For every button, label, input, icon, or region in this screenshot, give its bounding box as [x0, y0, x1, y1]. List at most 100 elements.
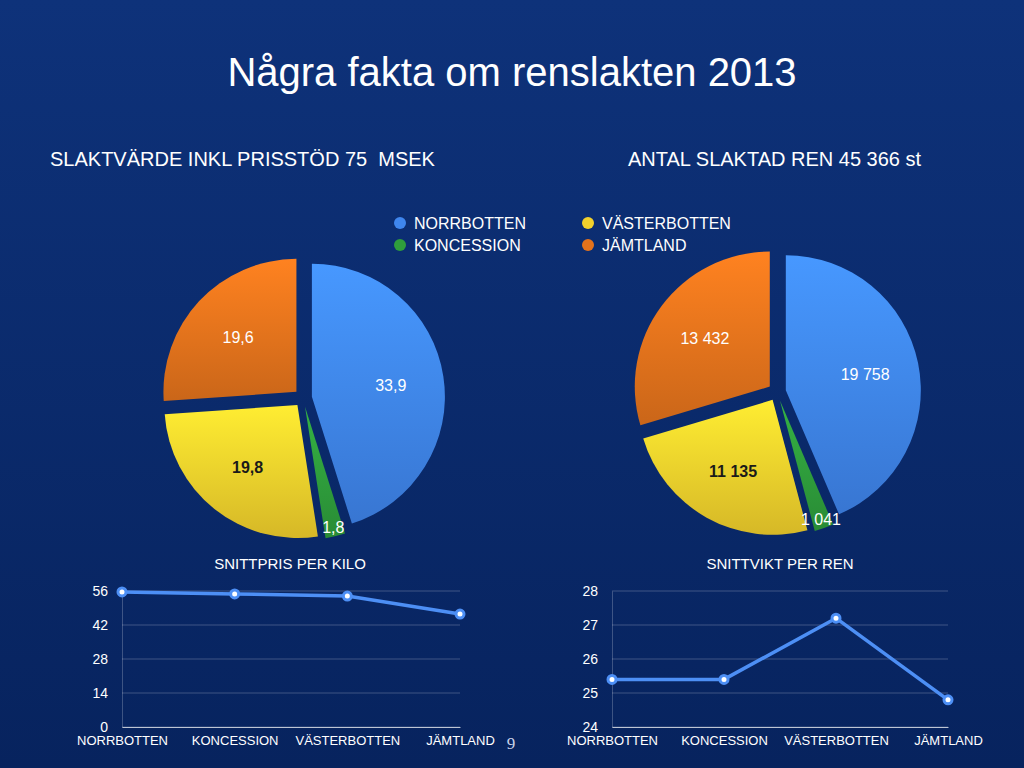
chart-title: SNITTVIKT PER REN — [706, 555, 853, 572]
pie-slice — [163, 259, 296, 401]
data-label: 19 758 — [841, 366, 890, 383]
grid-line — [612, 659, 948, 660]
legend-item: VÄSTERBOTTEN — [582, 215, 731, 232]
tick-label: 28 — [582, 583, 598, 599]
data-label: 1,8 — [322, 519, 344, 536]
tick: NORRBOTTEN — [567, 727, 658, 748]
tick: JÄMTLAND — [914, 727, 983, 748]
pie: 33,9 1,8 19,8 19,6 — [163, 259, 444, 538]
marker — [944, 696, 952, 704]
legend-item: JÄMTLAND — [582, 237, 686, 254]
title: Några fakta om renslakten 2013 — [227, 50, 796, 94]
data-label: 1 041 — [801, 511, 841, 528]
legend-item: NORRBOTTEN — [394, 215, 526, 232]
pie-slice — [635, 252, 770, 426]
data-labels: 33,9 1,8 19,8 19,6 — [223, 329, 407, 536]
tick-label: 28 — [92, 651, 108, 667]
x-axis: NORRBOTTEN KONCESSION VÄSTERBOTTEN JÄMTLAND — [77, 727, 495, 748]
tick: JÄMTLAND — [426, 727, 495, 748]
marker — [608, 675, 616, 683]
tick-label: 56 — [92, 583, 108, 599]
axis-line — [613, 727, 949, 728]
tick: 14 — [92, 685, 122, 701]
tick-label: VÄSTERBOTTEN — [295, 733, 400, 748]
x-axis: NORRBOTTEN KONCESSION VÄSTERBOTTEN JÄMTLAND — [567, 727, 983, 748]
slices — [163, 259, 444, 538]
marker — [832, 614, 840, 622]
tick-label: 42 — [92, 617, 108, 633]
tick: 28 — [582, 583, 612, 599]
grid-line — [612, 727, 948, 728]
grid-line — [612, 591, 948, 592]
tick-label: JÄMTLAND — [914, 733, 983, 748]
line — [612, 618, 948, 700]
tick-label: 26 — [582, 651, 598, 667]
tick-label: 27 — [582, 617, 598, 633]
grid-line — [122, 659, 460, 660]
tick-label: VÄSTERBOTTEN — [784, 733, 889, 748]
tick: VÄSTERBOTTEN — [295, 727, 400, 748]
tick-label: KONCESSION — [192, 733, 279, 748]
line-chart: 014284256NORRBOTTENKONCESSIONVÄSTERBOTTE… — [77, 583, 495, 748]
grid-line — [122, 727, 460, 728]
tick-label: NORRBOTTEN — [567, 733, 658, 748]
marker — [720, 675, 728, 683]
data-label: 33,9 — [375, 376, 406, 393]
grid — [122, 591, 460, 727]
tick: 27 — [582, 617, 612, 633]
grid-line — [612, 625, 948, 626]
plot-area — [118, 588, 464, 618]
marker — [118, 588, 126, 596]
tick: NORRBOTTEN — [77, 727, 168, 748]
slices — [635, 252, 921, 535]
y-axis: 014284256 — [92, 583, 122, 735]
line-chart: 2425262728NORRBOTTENKONCESSIONVÄSTERBOTT… — [567, 583, 983, 748]
legend-label: NORRBOTTEN — [414, 215, 526, 232]
tick-label: NORRBOTTEN — [77, 733, 168, 748]
grid — [612, 591, 948, 727]
legend-item: KONCESSION — [394, 237, 521, 254]
legend-swatch — [394, 217, 406, 229]
tick: KONCESSION — [192, 727, 279, 748]
data-labels: 19 758 1 041 11 135 13 432 — [680, 330, 889, 528]
background — [0, 0, 1024, 768]
data-label: 19,8 — [232, 459, 263, 476]
line — [122, 592, 460, 614]
axis-line — [612, 592, 613, 728]
legend-label: KONCESSION — [414, 237, 521, 254]
tick: VÄSTERBOTTEN — [784, 727, 889, 748]
legend-swatch — [582, 239, 594, 251]
y-axis: 2425262728 — [582, 583, 612, 735]
pie-slice — [312, 264, 445, 524]
legend-label: VÄSTERBOTTEN — [602, 215, 731, 232]
tick: 42 — [92, 617, 122, 633]
slide: Några fakta om renslakten 20139SLAKTVÄRD… — [0, 0, 1024, 768]
marker — [456, 610, 464, 618]
pie-slice — [643, 400, 807, 535]
tick-label: KONCESSION — [681, 733, 768, 748]
legend: NORRBOTTEN KONCESSION VÄSTERBOTTEN JÄMTLAND — [394, 215, 731, 254]
data-label: 11 135 — [709, 463, 757, 480]
tick-label: 14 — [92, 685, 108, 701]
axis-line — [122, 592, 123, 728]
tick: 25 — [582, 685, 612, 701]
data-label: 13 432 — [680, 330, 729, 347]
tick: KONCESSION — [681, 727, 768, 748]
axis-line — [123, 727, 461, 728]
grid-line — [122, 625, 460, 626]
pie: 19 758 1 041 11 135 13 432 — [635, 252, 921, 535]
legend-swatch — [394, 239, 406, 251]
marker — [231, 590, 239, 598]
grid-line — [122, 693, 460, 694]
page-number: 9 — [507, 734, 516, 753]
chart-title: ANTAL SLAKTAD REN 45 366 st — [628, 148, 922, 170]
marker — [343, 592, 351, 600]
pie-slice — [165, 405, 318, 538]
tick-label: JÄMTLAND — [426, 733, 495, 748]
data-label: 19,6 — [223, 329, 254, 346]
plot-area — [608, 614, 952, 704]
legend-swatch — [582, 217, 594, 229]
chart-title: SNITTPRIS PER KILO — [214, 555, 366, 572]
tick: 26 — [582, 651, 612, 667]
tick-label: 25 — [582, 685, 598, 701]
